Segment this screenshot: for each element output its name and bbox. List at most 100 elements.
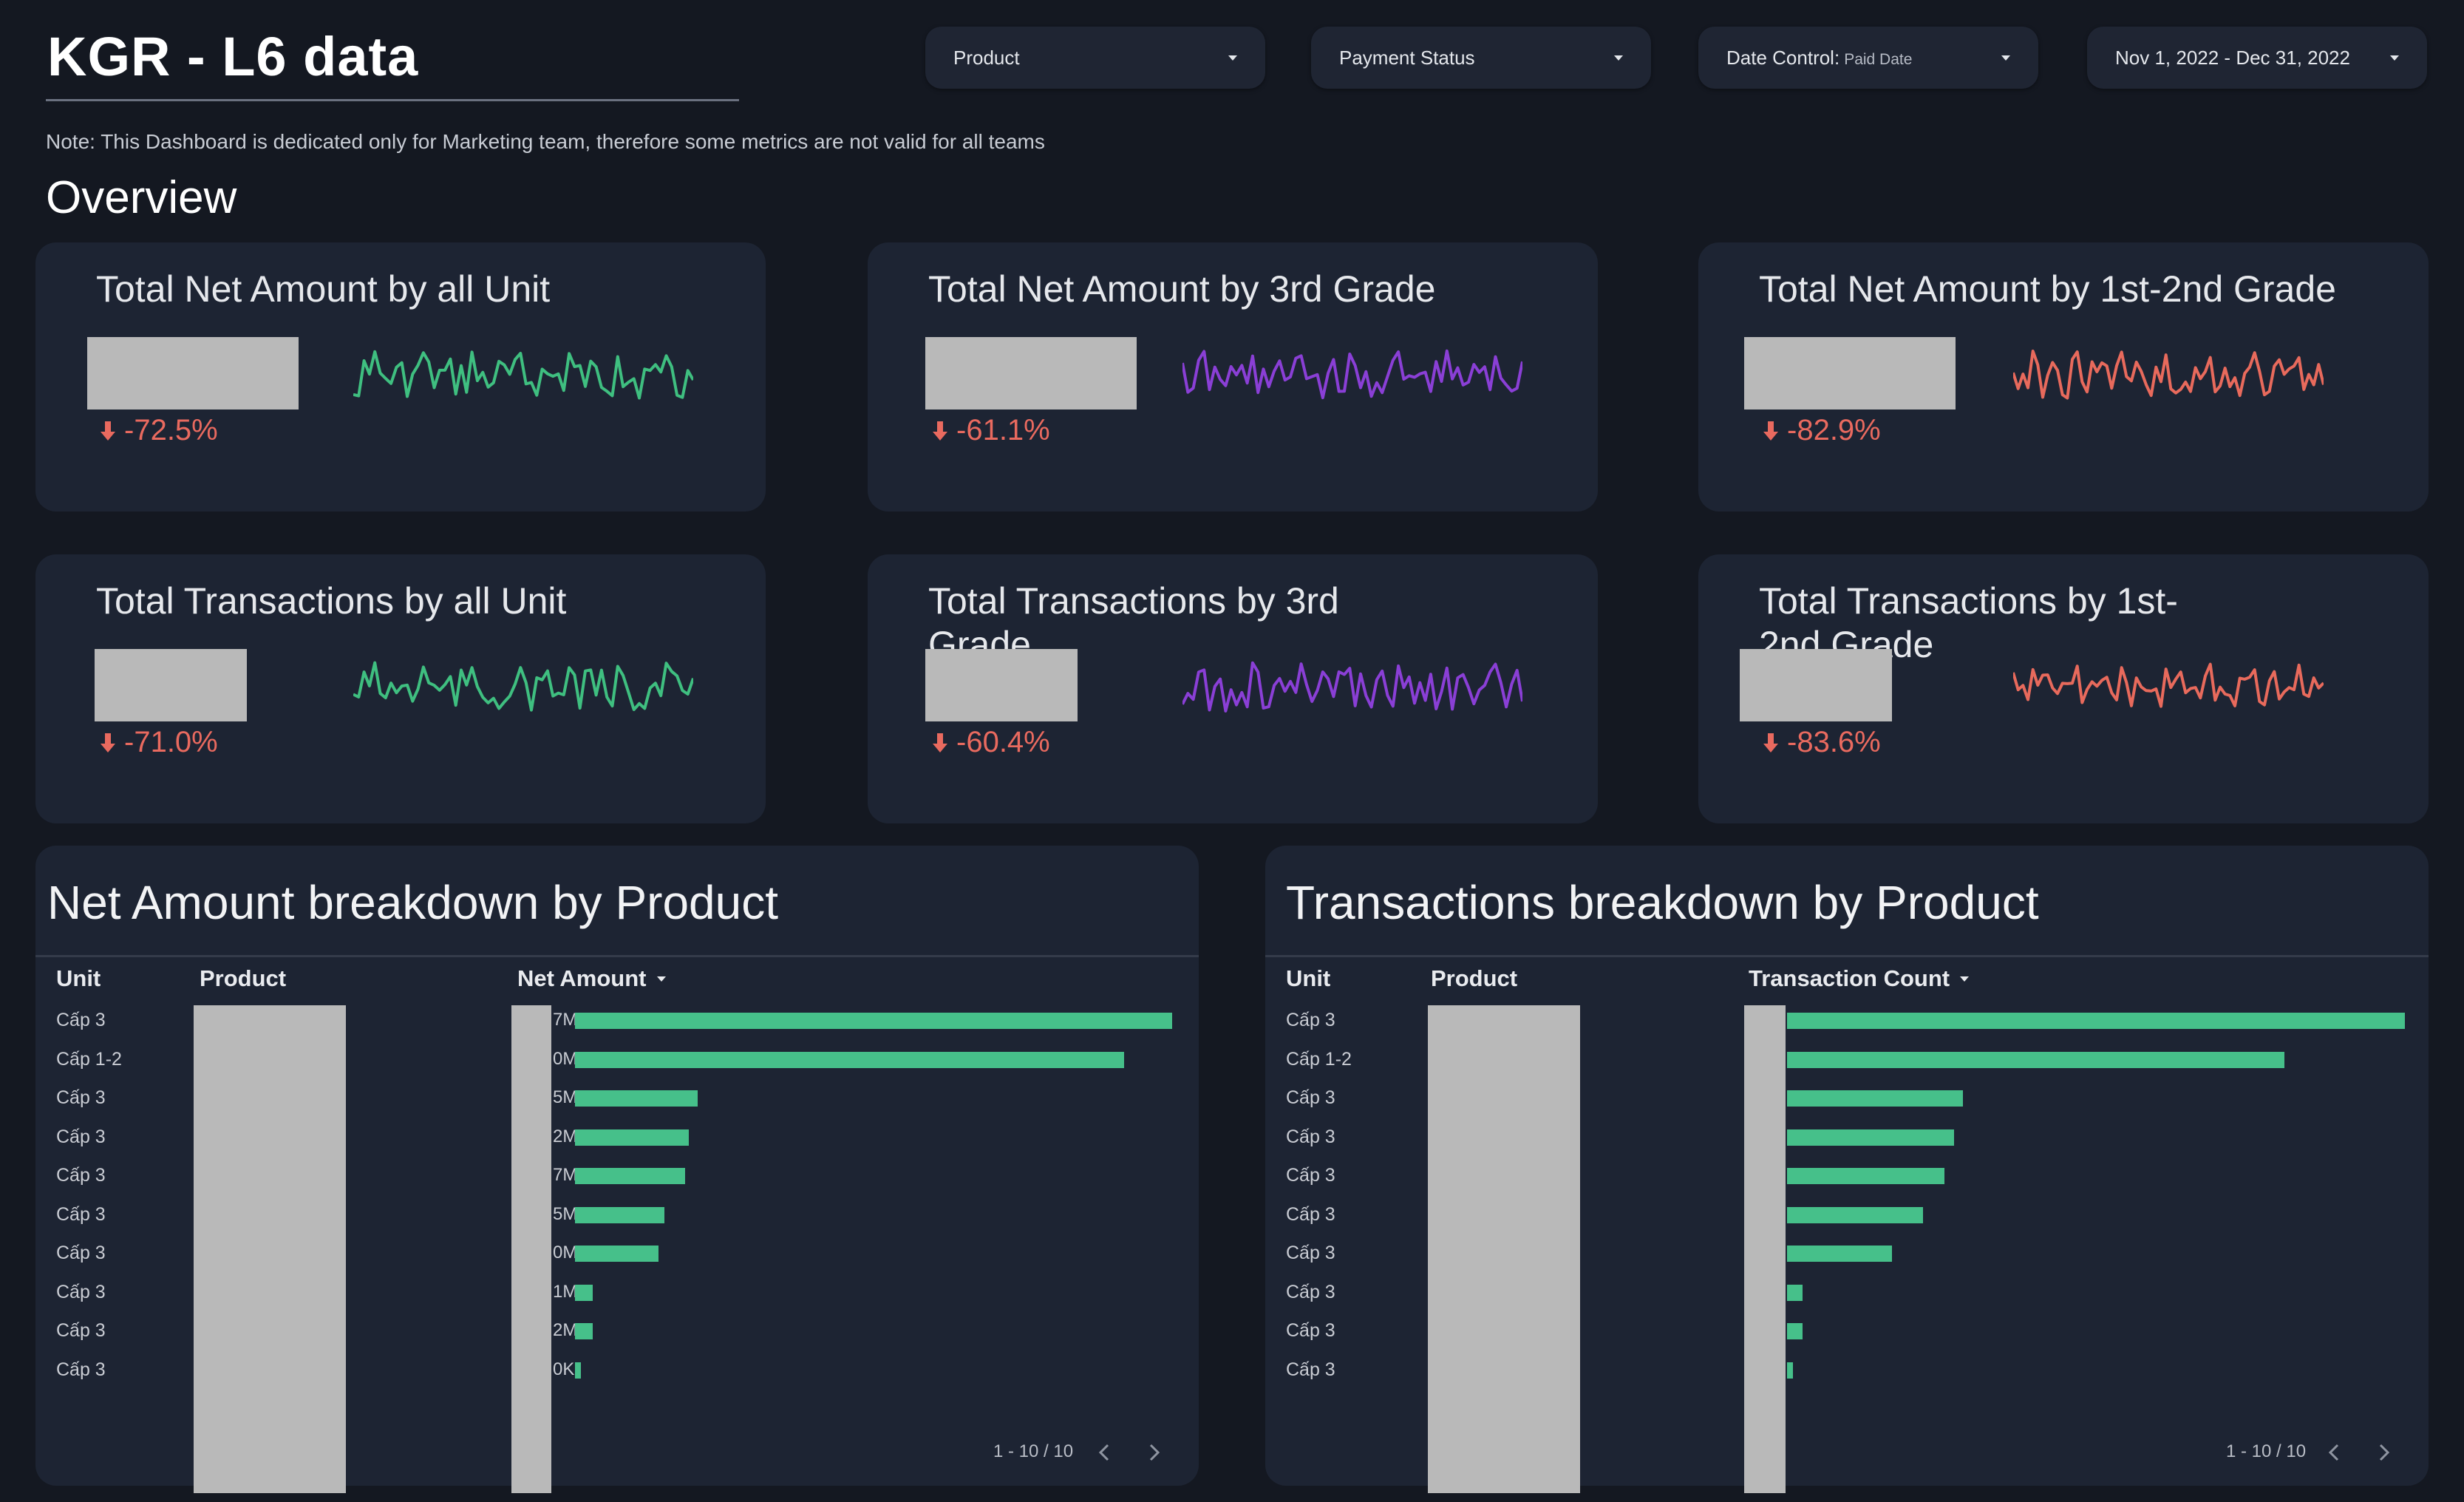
table-row-unit: Cấp 3 (56, 1087, 106, 1108)
chevron-left-icon[interactable] (2324, 1441, 2346, 1464)
table-row-bar (1787, 1284, 1803, 1301)
kpi-title: Total Transactions by 3rd Grade (928, 580, 1339, 665)
chevron-right-icon[interactable] (1143, 1441, 1165, 1464)
sparkline-path (2013, 350, 2324, 400)
product-column-redacted (194, 1005, 346, 1493)
table-title: Transactions breakdown by Product (1286, 876, 2039, 929)
chevron-left-icon[interactable] (1094, 1441, 1116, 1464)
kpi-title: Total Net Amount by 1st-2nd Grade (1759, 268, 2336, 310)
kpi-card-transactions-1st-2nd: Total Transactions by 1st-2nd Grade -83.… (1698, 554, 2429, 823)
table-row-bar (1787, 1090, 1964, 1107)
date-control-label: Date Control: (1726, 46, 1840, 69)
table-title: Net Amount breakdown by Product (47, 876, 778, 929)
table-row-bar (1787, 1129, 1954, 1146)
table-row-unit: Cấp 3 (1286, 1165, 1335, 1186)
table-row-bar (1787, 1013, 2405, 1029)
kpi-delta: -71.0% (99, 726, 218, 759)
table-row-unit: Cấp 3 (1286, 1243, 1335, 1263)
column-header-unit[interactable]: Unit (1286, 965, 1331, 991)
product-filter-label: Product (953, 46, 1020, 69)
table-row-bar (575, 1323, 593, 1339)
table-row-unit: Cấp 3 (1286, 1359, 1335, 1380)
column-header-product[interactable]: Product (1431, 965, 1518, 991)
date-range-picker[interactable]: Nov 1, 2022 - Dec 31, 2022 (2087, 27, 2427, 89)
kpi-sparkline (1182, 661, 1522, 713)
kpi-card-transactions-3rd: Total Transactions by 3rd Grade -60.4% (868, 554, 1598, 823)
kpi-delta: -60.4% (931, 726, 1050, 759)
product-column-redacted (1428, 1005, 1580, 1493)
table-row-unit: Cấp 3 (1286, 1087, 1335, 1108)
table-row-bar (1787, 1323, 1803, 1339)
table-row-unit: Cấp 3 (56, 1359, 106, 1380)
kpi-delta-value: -83.6% (1787, 726, 1881, 758)
dashboard-note: Note: This Dashboard is dedicated only f… (46, 130, 1045, 153)
table-row-unit: Cấp 3 (56, 1243, 106, 1263)
table-row-value-suffix: 1M (553, 1281, 578, 1302)
value-column-redacted (511, 1005, 551, 1493)
table-row-unit: Cấp 3 (56, 1203, 106, 1225)
kpi-delta: -61.1% (931, 414, 1050, 447)
net-amount-breakdown-table: Net Amount breakdown by Product Unit Pro… (35, 846, 1199, 1493)
kpi-sparkline (2013, 662, 2324, 708)
table-row-value-suffix: 0M (553, 1243, 578, 1263)
kpi-sparkline (1182, 349, 1522, 400)
kpi-title: Total Net Amount by 3rd Grade (928, 268, 1436, 310)
kpi-card-net-amount-1st-2nd: Total Net Amount by 1st-2nd Grade -82.9% (1698, 242, 2429, 512)
payment-status-filter-dropdown[interactable]: Payment Status (1311, 27, 1651, 89)
kpi-delta: -72.5% (99, 414, 218, 447)
section-title-overview: Overview (46, 172, 237, 223)
table-header-divider (1265, 955, 2429, 957)
column-header-transaction-count[interactable]: Transaction Count (1749, 965, 1970, 992)
table-row-unit: Cấp 3 (56, 1281, 106, 1302)
product-filter-dropdown[interactable]: Product (925, 27, 1265, 89)
table-header-divider (35, 955, 1199, 957)
kpi-delta: -83.6% (1762, 726, 1881, 759)
chevron-down-icon (1614, 55, 1623, 61)
kpi-value-redacted (95, 649, 247, 721)
page-title: KGR - L6 data (47, 26, 419, 87)
table-row-unit: Cấp 3 (1286, 1126, 1335, 1147)
table-row-value-suffix: 0K (553, 1359, 575, 1379)
table-row-value-suffix: 5M (553, 1087, 578, 1107)
table-row-value-suffix: 2M (553, 1320, 578, 1340)
pagination-label: 1 - 10 / 10 (2226, 1441, 2307, 1461)
table-row-bar (1787, 1362, 1794, 1379)
column-header-unit[interactable]: Unit (56, 965, 101, 991)
table-row-bar (1787, 1246, 1893, 1262)
table-row-bar (575, 1168, 686, 1184)
date-control-dropdown[interactable]: Date Control: Paid Date (1698, 27, 2038, 89)
table-row-bar (1787, 1168, 1945, 1184)
sparkline-path (1182, 661, 1522, 713)
table-row-unit: Cấp 3 (1286, 1281, 1335, 1302)
table-row-value-suffix: 7M (553, 1165, 578, 1185)
table-row-value-suffix: 2M (553, 1126, 578, 1146)
table-row-unit: Cấp 3 (1286, 1320, 1335, 1341)
payment-status-filter-label: Payment Status (1339, 46, 1475, 69)
table-row-bar (575, 1013, 1172, 1029)
value-column-redacted (1744, 1005, 1786, 1493)
sort-desc-icon (656, 976, 666, 982)
kpi-sparkline (353, 350, 693, 400)
table-row-unit: Cấp 3 (56, 1126, 106, 1147)
kpi-sparkline (2013, 350, 2324, 400)
kpi-delta-value: -61.1% (956, 414, 1050, 446)
column-header-net-amount[interactable]: Net Amount (517, 965, 666, 992)
table-row-value-suffix: 5M (553, 1203, 578, 1224)
kpi-delta-value: -82.9% (1787, 414, 1881, 446)
column-header-product[interactable]: Product (200, 965, 287, 991)
kpi-value-redacted (87, 337, 299, 410)
table-row-unit: Cấp 3 (56, 1010, 106, 1030)
kpi-value-redacted (925, 337, 1137, 410)
table-row-bar (1787, 1206, 1923, 1223)
table-row-unit: Cấp 3 (56, 1165, 106, 1186)
table-row-bar (575, 1362, 582, 1379)
chevron-right-icon[interactable] (2372, 1441, 2395, 1464)
table-row-unit: Cấp 1-2 (56, 1048, 122, 1070)
kpi-delta-value: -71.0% (124, 726, 218, 758)
transactions-breakdown-table: Transactions breakdown by Product Unit P… (1265, 846, 2429, 1493)
table-row-unit: Cấp 3 (56, 1320, 106, 1341)
table-row-bar (575, 1206, 665, 1223)
sparkline-path (353, 350, 693, 400)
chevron-down-icon (1228, 55, 1237, 61)
kpi-card-transactions-all: Total Transactions by all Unit -71.0% (35, 554, 766, 823)
